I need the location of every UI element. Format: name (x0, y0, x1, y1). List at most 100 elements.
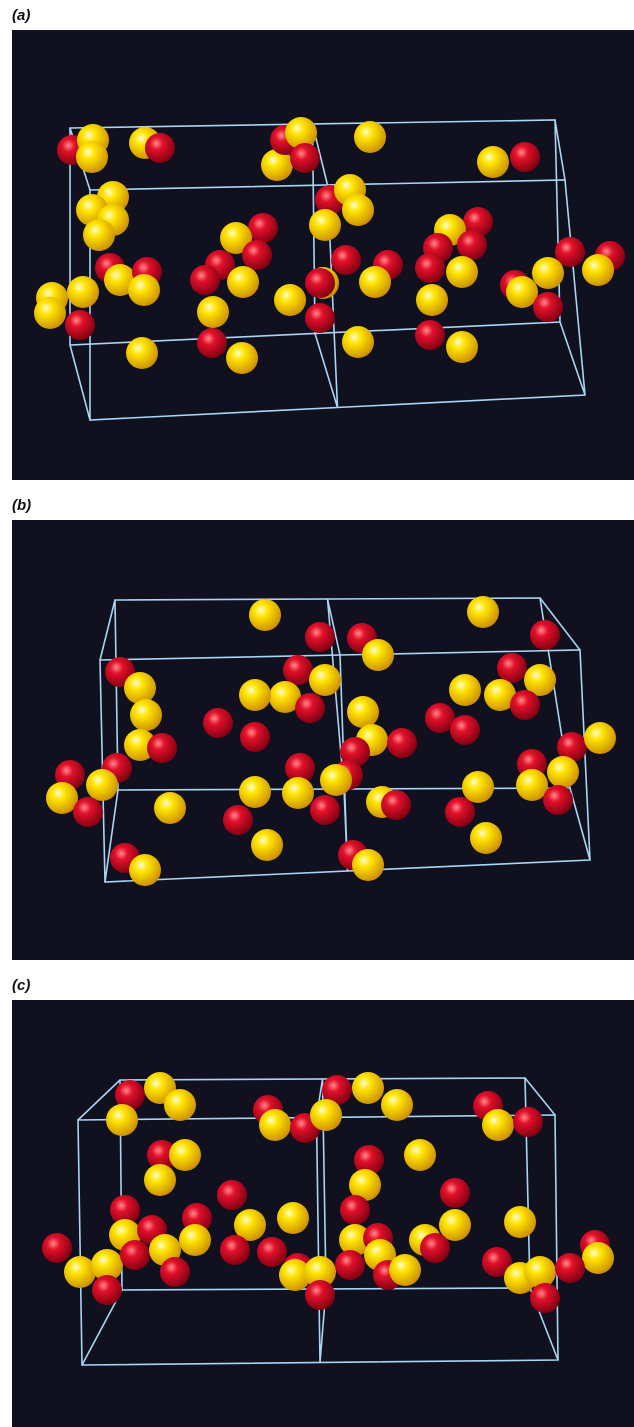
figure: (a) (b) (c) (0, 0, 634, 1427)
red-atom (381, 790, 411, 820)
yellow-atom (154, 792, 186, 824)
yellow-atom (532, 257, 564, 289)
yellow-atom (482, 1109, 514, 1141)
red-atom (305, 303, 335, 333)
red-atom (457, 230, 487, 260)
yellow-atom (46, 782, 78, 814)
red-atom (223, 805, 253, 835)
yellow-atom (462, 771, 494, 803)
yellow-atom (197, 296, 229, 328)
red-atom (295, 693, 325, 723)
yellow-atom (179, 1224, 211, 1256)
yellow-atom (164, 1089, 196, 1121)
yellow-atom (64, 1256, 96, 1288)
page: (a) (b) (c) (() => { const data = JSON.p… (0, 0, 634, 1427)
yellow-atom (227, 266, 259, 298)
yellow-atom (274, 284, 306, 316)
red-atom (510, 690, 540, 720)
yellow-atom (524, 1256, 556, 1288)
red-atom (510, 142, 540, 172)
yellow-atom (67, 276, 99, 308)
yellow-atom (86, 769, 118, 801)
yellow-atom (239, 776, 271, 808)
yellow-atom (547, 756, 579, 788)
red-atom (120, 1240, 150, 1270)
yellow-atom (277, 1202, 309, 1234)
yellow-atom (516, 769, 548, 801)
yellow-atom (239, 679, 271, 711)
yellow-atom (477, 146, 509, 178)
red-atom (248, 213, 278, 243)
yellow-atom (126, 337, 158, 369)
red-atom (420, 1233, 450, 1263)
red-atom (331, 245, 361, 275)
yellow-atom (470, 822, 502, 854)
yellow-atom (359, 266, 391, 298)
red-atom (257, 1237, 287, 1267)
yellow-atom (249, 599, 281, 631)
red-atom (513, 1107, 543, 1137)
red-atom (190, 265, 220, 295)
red-atom (440, 1178, 470, 1208)
yellow-atom (584, 722, 616, 754)
red-atom (543, 785, 573, 815)
red-atom (290, 143, 320, 173)
yellow-atom (352, 849, 384, 881)
yellow-atom (582, 1242, 614, 1274)
panel-b-image (12, 520, 634, 960)
red-atom (160, 1257, 190, 1287)
red-atom (217, 1180, 247, 1210)
yellow-atom (76, 141, 108, 173)
yellow-atom (106, 1104, 138, 1136)
red-atom (242, 240, 272, 270)
yellow-atom (226, 342, 258, 374)
red-atom (73, 797, 103, 827)
panel-label: (b) (12, 497, 31, 514)
yellow-atom (251, 829, 283, 861)
red-atom (305, 1280, 335, 1310)
red-atom (530, 1283, 560, 1313)
yellow-atom (309, 664, 341, 696)
yellow-atom (34, 297, 66, 329)
yellow-atom (128, 274, 160, 306)
yellow-atom (129, 854, 161, 886)
yellow-atom (310, 1099, 342, 1131)
yellow-atom (467, 596, 499, 628)
red-atom (305, 268, 335, 298)
yellow-atom (282, 777, 314, 809)
yellow-atom (309, 209, 341, 241)
red-atom (310, 795, 340, 825)
red-atom (533, 292, 563, 322)
yellow-atom (504, 1206, 536, 1238)
yellow-atom (389, 1254, 421, 1286)
yellow-atom (416, 284, 448, 316)
yellow-atom (342, 326, 374, 358)
red-atom (145, 133, 175, 163)
red-atom (340, 1195, 370, 1225)
yellow-atom (352, 1072, 384, 1104)
red-atom (147, 733, 177, 763)
yellow-atom (342, 194, 374, 226)
yellow-atom (320, 764, 352, 796)
yellow-atom (362, 639, 394, 671)
red-atom (335, 1250, 365, 1280)
yellow-atom (446, 256, 478, 288)
red-atom (220, 1235, 250, 1265)
yellow-atom (449, 674, 481, 706)
red-atom (240, 722, 270, 752)
red-atom (387, 728, 417, 758)
yellow-atom (354, 121, 386, 153)
yellow-atom (446, 331, 478, 363)
red-atom (197, 328, 227, 358)
yellow-atom (169, 1139, 201, 1171)
red-atom (305, 622, 335, 652)
yellow-atom (130, 699, 162, 731)
red-atom (530, 620, 560, 650)
yellow-atom (259, 1109, 291, 1141)
red-atom (415, 320, 445, 350)
panel-label: (a) (12, 7, 30, 24)
yellow-atom (124, 672, 156, 704)
red-atom (415, 253, 445, 283)
red-atom (283, 655, 313, 685)
red-atom (42, 1233, 72, 1263)
